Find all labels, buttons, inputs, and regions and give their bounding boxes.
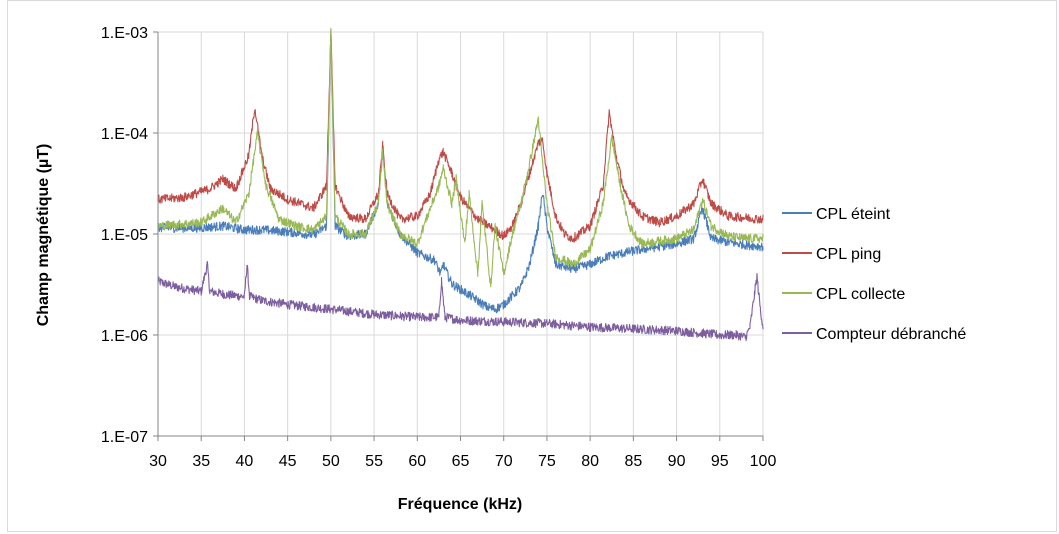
legend: CPL éteint CPL ping CPL collecte Compteur d… <box>782 206 966 343</box>
axes <box>153 31 764 441</box>
x-tick-label: 55 <box>365 453 383 470</box>
x-tick-label: 75 <box>538 453 556 470</box>
series-layer <box>157 28 764 342</box>
x-tick-label: 30 <box>149 453 167 470</box>
y-tick-label: 1.E-03 <box>101 25 148 42</box>
y-axis-title: Champ magnétique (µT) <box>35 144 52 327</box>
x-tick-label: 35 <box>192 453 210 470</box>
x-tick-label: 95 <box>711 453 729 470</box>
y-tick-label: 1.E-07 <box>101 429 148 446</box>
ticks: 30 35 40 45 50 55 60 65 70 75 80 85 90 95 100 1.E-03 1.E… <box>101 25 777 470</box>
x-tick-label: 80 <box>581 453 599 470</box>
series-line-1 <box>157 28 764 314</box>
y-tick-label: 1.E-04 <box>101 126 148 143</box>
chart-frame <box>7 0 1057 532</box>
x-tick-label: 40 <box>236 453 254 470</box>
x-tick-label: 65 <box>452 453 470 470</box>
legend-label: CPL ping <box>816 246 881 263</box>
legend-label: CPL éteint <box>816 206 891 223</box>
x-tick-label: 45 <box>279 453 297 470</box>
legend-label: CPL collecte <box>816 286 905 303</box>
legend-label: Compteur débranché <box>816 326 966 343</box>
x-axis-title: Fréquence (kHz) <box>398 496 522 513</box>
x-tick-label: 85 <box>624 453 642 470</box>
y-tick-label: 1.E-06 <box>101 328 148 345</box>
x-tick-label: 50 <box>322 453 340 470</box>
x-tick-label: 90 <box>668 453 686 470</box>
series-line-3 <box>157 28 764 288</box>
y-tick-label: 1.E-05 <box>101 227 148 244</box>
series-line-2 <box>157 30 764 243</box>
grid <box>158 31 764 436</box>
x-tick-label: 70 <box>495 453 513 470</box>
x-tick-label: 100 <box>750 453 777 470</box>
x-tick-label: 60 <box>408 453 426 470</box>
series-line-4 <box>157 260 764 342</box>
